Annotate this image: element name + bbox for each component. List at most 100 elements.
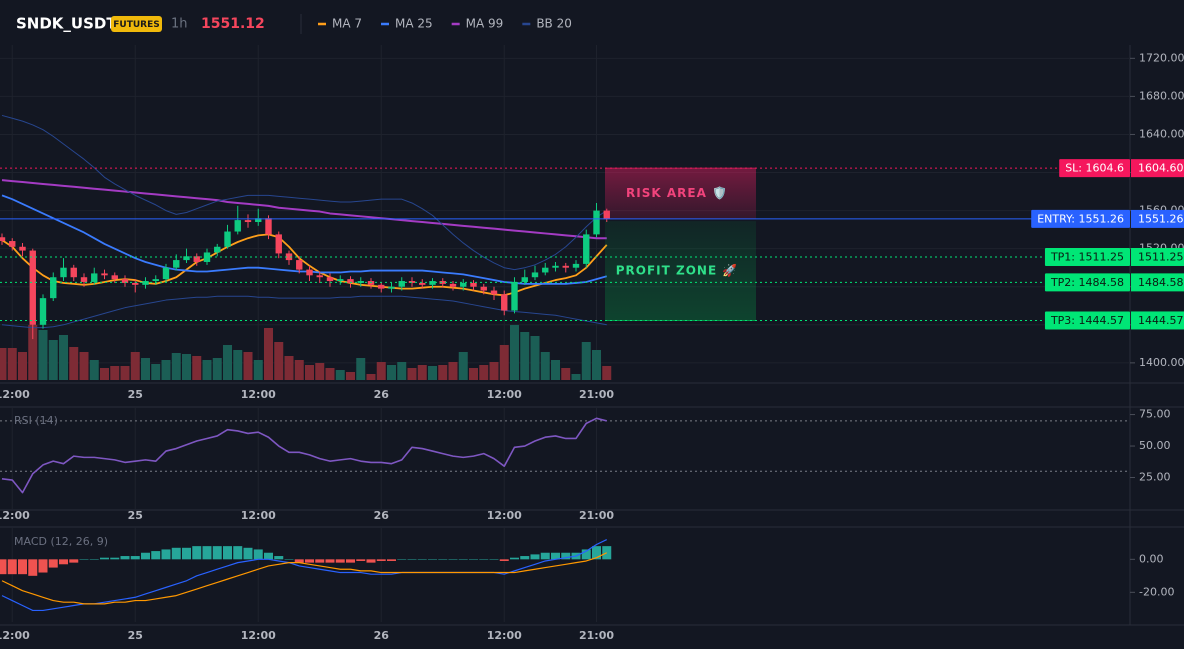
candle-body — [214, 246, 221, 253]
volume-bar — [294, 360, 304, 380]
candle-body — [439, 281, 446, 284]
macd-histogram — [602, 546, 612, 560]
volume-bar — [397, 362, 407, 380]
macd-histogram — [376, 559, 386, 561]
macd-histogram — [28, 559, 38, 576]
macd-histogram — [89, 559, 99, 560]
price-tag: 1444.57 — [1138, 314, 1184, 327]
macd-histogram — [69, 559, 79, 563]
volume-bar — [212, 358, 222, 380]
candle-body — [255, 218, 262, 223]
level-tag-bg — [1031, 209, 1130, 228]
volume-bar — [120, 366, 130, 380]
macd-histogram — [253, 549, 263, 560]
candle-body — [296, 260, 303, 270]
candle-body — [60, 267, 67, 278]
candle-body — [193, 256, 200, 262]
volume-bar — [335, 370, 345, 380]
x-tick-label: 21:00 — [579, 629, 614, 642]
volume-bar — [243, 352, 253, 380]
volume-bar — [561, 368, 571, 380]
candle-body — [378, 284, 385, 289]
zone-label: RISK AREA 🛡️ — [626, 186, 728, 200]
volume-bar — [28, 325, 38, 380]
price-tag: 1604.60 — [1138, 162, 1184, 175]
price-tag: 1511.25 — [1138, 250, 1184, 263]
x-tick-label: 25 — [128, 388, 143, 401]
macd-histogram — [151, 551, 161, 560]
price-tag-bg — [1131, 273, 1184, 292]
level-tag-bg — [1044, 247, 1130, 266]
macd-histogram — [581, 549, 591, 560]
signal-line — [1, 552, 608, 605]
macd-histogram — [79, 559, 89, 560]
volume-bar — [356, 358, 366, 380]
candle-body — [542, 267, 549, 273]
candle-body — [347, 279, 354, 283]
candle-body — [91, 273, 98, 282]
macd-histogram — [38, 559, 48, 573]
last-price: 1551.12 — [201, 16, 265, 32]
macd-histogram — [0, 559, 7, 575]
price-tag-bg — [1131, 159, 1184, 178]
macd-histogram — [202, 546, 212, 560]
x-tick-label: 12:00 — [487, 388, 522, 401]
macd-histogram — [48, 559, 58, 568]
candle-body — [39, 298, 47, 325]
macd-histogram — [520, 556, 530, 560]
volume-bar — [48, 340, 58, 380]
macd-histogram — [284, 559, 294, 560]
volume-bar — [479, 365, 489, 380]
bb-upper — [1, 114, 608, 271]
price-tag: 1484.58 — [1138, 276, 1184, 289]
macd-histogram — [407, 559, 417, 560]
y-tick-label: 50.00 — [1139, 439, 1171, 452]
macd-histogram — [510, 557, 519, 560]
x-tick-label: 12:00 — [241, 509, 276, 522]
price-tag-bg — [1131, 311, 1184, 330]
macd-histogram — [212, 546, 222, 560]
macd-histogram — [274, 556, 284, 560]
zone — [605, 168, 756, 219]
candle-body — [398, 281, 405, 287]
level-tag: SL: 1604.6 — [1065, 162, 1124, 175]
volume-bar — [551, 360, 560, 380]
volume-bar — [223, 345, 232, 380]
macd-histogram — [59, 559, 68, 565]
macd-histogram — [315, 559, 325, 563]
volume-bar — [18, 352, 27, 380]
y-tick-label: 1400.00 — [1139, 356, 1184, 369]
macd-histogram — [192, 546, 202, 560]
macd-histogram — [243, 547, 253, 560]
candle-body — [531, 272, 539, 278]
volume-bar — [233, 350, 243, 380]
y-tick-label: 25.00 — [1139, 471, 1171, 484]
macd-histogram — [233, 546, 243, 560]
y-tick-label: 75.00 — [1139, 408, 1171, 421]
price-tag: 1551.26 — [1138, 212, 1184, 225]
x-tick-label: 12:00 — [241, 388, 276, 401]
volume-bar — [540, 352, 550, 380]
y-tick-label: 1640.00 — [1139, 127, 1184, 140]
macd-histogram — [428, 559, 437, 560]
volume-bar — [202, 360, 212, 380]
macd-histogram — [551, 552, 560, 560]
candle-body — [152, 279, 159, 282]
level-tag-bg — [1044, 273, 1130, 292]
x-tick-label: 12:00 — [0, 629, 30, 642]
y-tick-label: 0.00 — [1139, 552, 1164, 565]
y-tick-label: -20.00 — [1139, 585, 1174, 598]
candle-body — [501, 294, 508, 311]
volume-bar — [38, 330, 48, 380]
macd-histogram — [223, 546, 232, 560]
level-tag: ENTRY: 1551.26 — [1037, 212, 1124, 225]
volume-bar — [0, 348, 7, 380]
y-tick-label: 1680.00 — [1139, 89, 1184, 102]
volume-bar — [428, 366, 437, 380]
x-tick-label: 25 — [128, 629, 143, 642]
candle-body — [337, 279, 344, 282]
macd-histogram — [458, 559, 468, 560]
macd-histogram — [561, 552, 571, 560]
volume-bar — [89, 360, 99, 380]
macd-histogram — [540, 552, 550, 560]
